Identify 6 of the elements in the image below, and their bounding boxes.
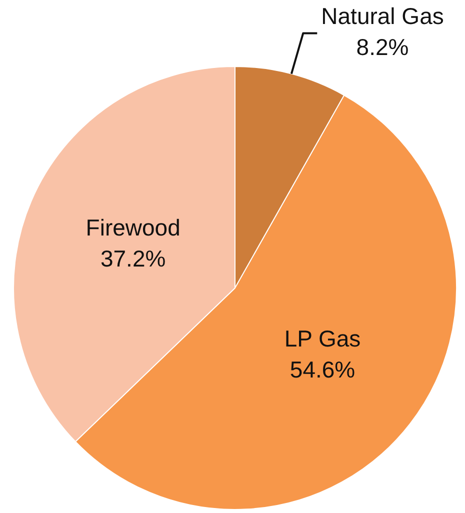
data-label: 8.2% <box>356 34 409 60</box>
slice-label: LP Gas <box>284 326 361 352</box>
data-label: 54.6% <box>290 356 356 383</box>
data-label: 37.2% <box>100 246 166 272</box>
slice-label: Firewood <box>86 214 180 240</box>
slice-label: Natural Gas <box>321 3 444 30</box>
